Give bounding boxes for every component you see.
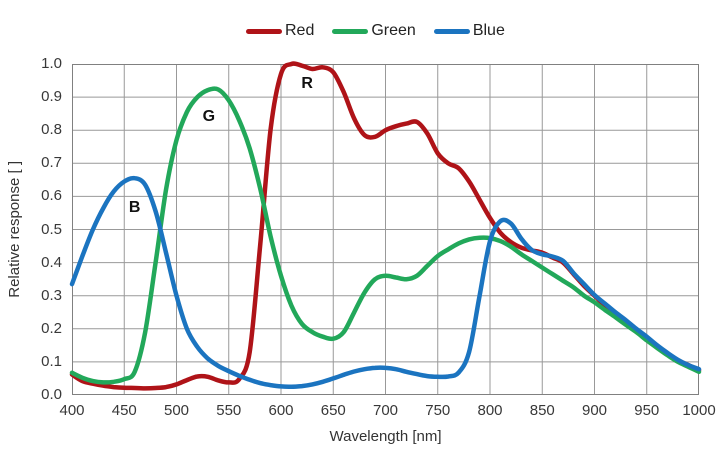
y-tick-label: 0.9	[41, 88, 62, 106]
x-tick-label: 400	[59, 402, 85, 419]
legend-line-icon	[332, 28, 369, 34]
y-tick-label: 0.5	[41, 220, 62, 238]
curve-label-green: G	[202, 107, 216, 125]
legend-item-red: Red	[246, 22, 314, 40]
x-tick-label: 500	[163, 402, 190, 419]
curve-label-red: R	[301, 74, 313, 92]
x-tick-label: 750	[425, 402, 451, 419]
x-axis-title: Wavelength [nm]	[329, 428, 442, 445]
x-tick-label: 850	[529, 402, 555, 419]
legend-item-green: Green	[332, 22, 416, 40]
y-tick-label: 0.8	[41, 121, 62, 139]
legend-label: Red	[285, 22, 315, 39]
legend-label: Green	[371, 22, 416, 39]
y-tick-label: 0.7	[41, 154, 62, 172]
x-tick-label: 600	[268, 402, 294, 419]
curve-label-blue: B	[128, 198, 141, 216]
y-tick-label: 0.4	[41, 253, 62, 271]
x-tick-label: 550	[216, 402, 242, 419]
y-tick-label: 0.2	[41, 319, 62, 337]
x-tick-label: 900	[581, 402, 608, 419]
curve-blue	[69, 175, 702, 389]
y-tick-label: 0.1	[41, 352, 62, 370]
y-tick-label: 1.0	[41, 55, 62, 72]
x-tick-label: 800	[477, 402, 503, 419]
plot-border	[72, 64, 699, 395]
chart-canvas	[69, 61, 702, 395]
x-tick-label: 700	[372, 402, 399, 419]
x-tick-label: 450	[111, 402, 137, 419]
y-tick-label: 0.3	[41, 286, 62, 304]
legend-line-icon	[433, 28, 470, 34]
chart-legend: Red Green Blue	[246, 22, 505, 40]
legend-line-icon	[246, 28, 282, 34]
legend-label: Blue	[472, 22, 505, 39]
x-tick-label: 1000	[682, 402, 716, 419]
y-tick-label: 0.0	[41, 386, 62, 403]
curve-green	[69, 86, 702, 385]
x-tick-label: 650	[320, 402, 346, 419]
y-tick-label: 0.6	[41, 187, 62, 205]
x-tick-label: 950	[634, 402, 660, 419]
plot-area	[69, 61, 702, 395]
legend-item-blue: Blue	[433, 22, 505, 40]
